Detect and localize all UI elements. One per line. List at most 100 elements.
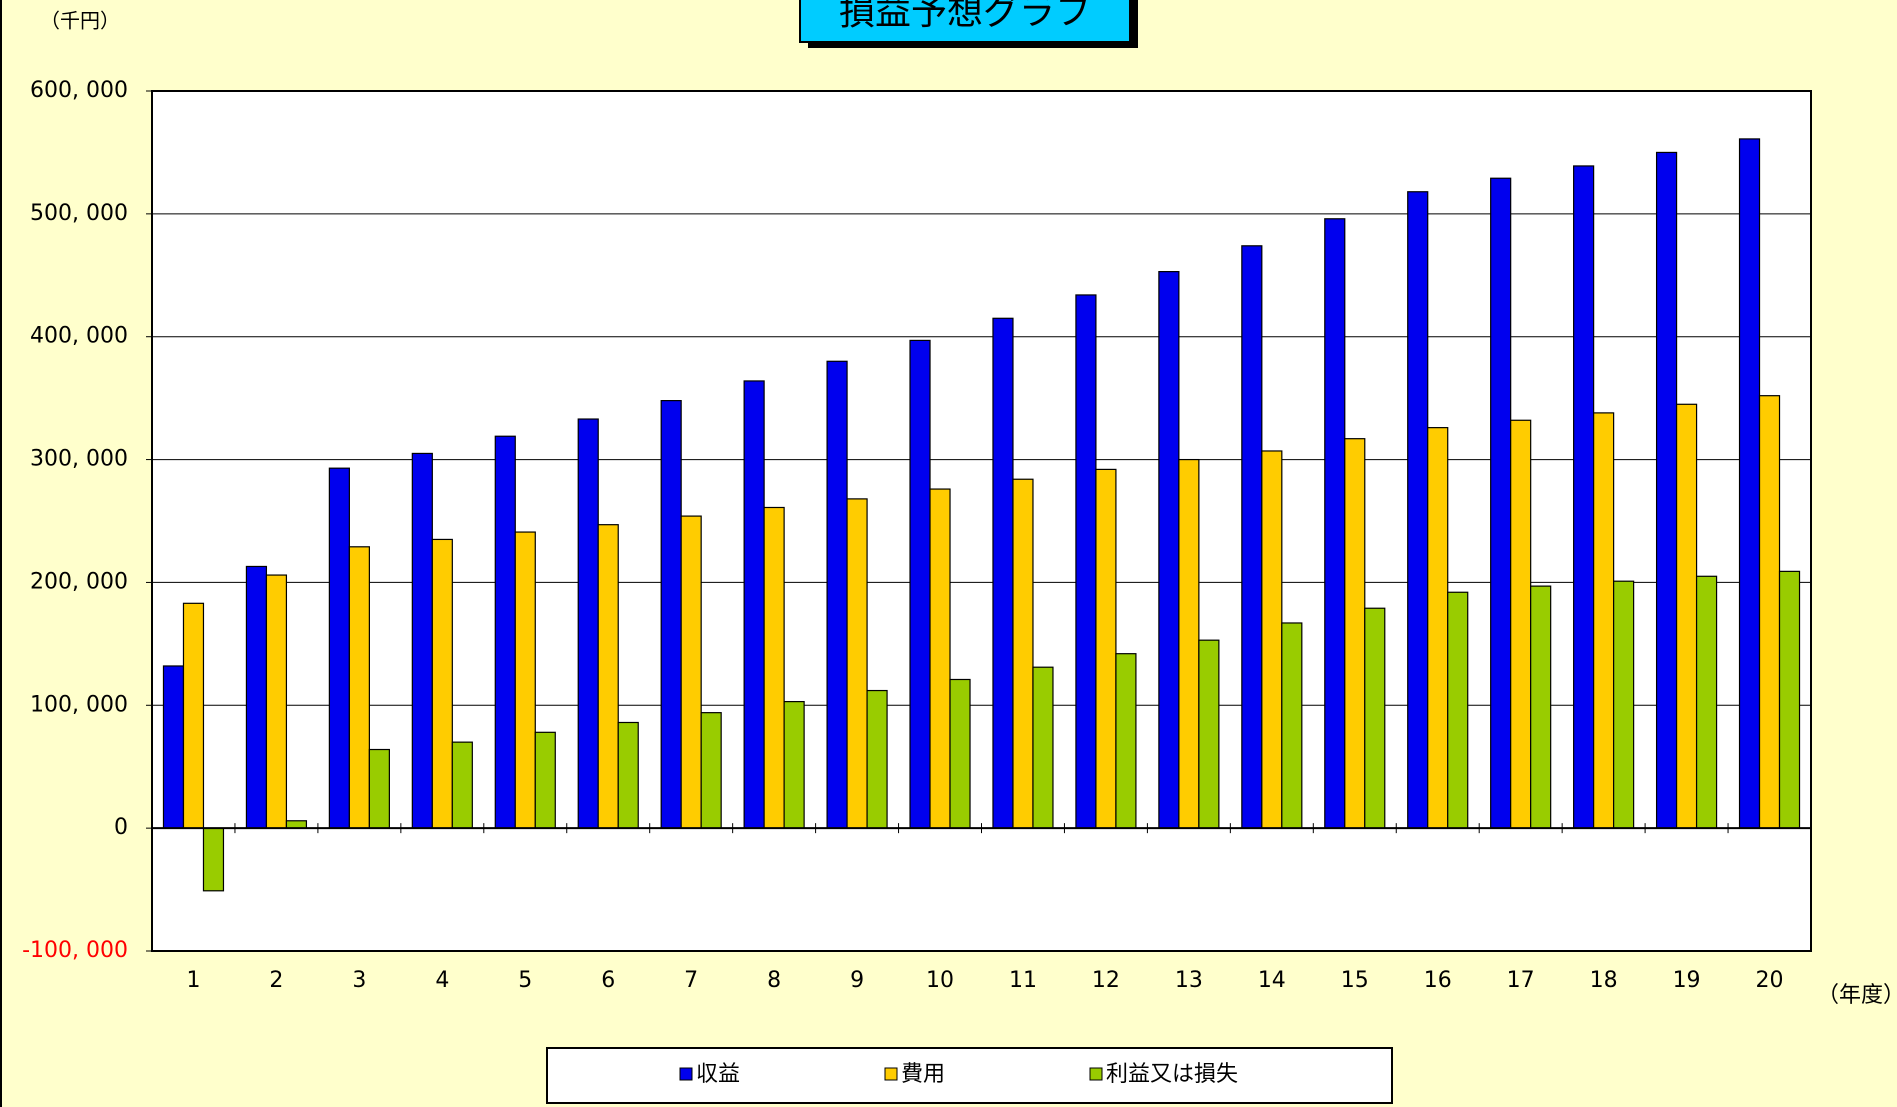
bar bbox=[783, 700, 805, 829]
x-tick-label: 12 bbox=[1092, 968, 1120, 993]
bar bbox=[1695, 575, 1718, 829]
bar bbox=[909, 339, 931, 829]
x-tick-label: 9 bbox=[850, 968, 864, 993]
chart-title: 損益予想グラフ bbox=[839, 0, 1091, 33]
y-tick-label: 300, 000 bbox=[30, 447, 128, 472]
bar bbox=[1178, 458, 1200, 829]
bar bbox=[1075, 294, 1097, 829]
bar bbox=[1427, 427, 1449, 829]
x-tick-label: 2 bbox=[269, 968, 283, 993]
bar bbox=[1655, 151, 1678, 829]
bar bbox=[763, 506, 785, 829]
x-tick-label: 8 bbox=[767, 968, 781, 993]
bar bbox=[514, 531, 536, 829]
bar bbox=[866, 689, 888, 829]
x-tick-label: 17 bbox=[1507, 968, 1535, 993]
bar bbox=[1241, 245, 1263, 829]
x-tick-label: 18 bbox=[1590, 968, 1618, 993]
x-unit-label: （年度） bbox=[1817, 983, 1897, 1008]
bar bbox=[846, 498, 868, 829]
x-tick-label: 14 bbox=[1258, 968, 1286, 993]
x-tick-label: 3 bbox=[352, 968, 366, 993]
bar bbox=[431, 538, 453, 829]
bar bbox=[162, 665, 185, 829]
bar bbox=[1158, 271, 1180, 829]
bar bbox=[700, 712, 722, 829]
y-tick-label: 600, 000 bbox=[30, 78, 128, 103]
legend-swatch bbox=[884, 1067, 898, 1081]
bar bbox=[1324, 218, 1346, 829]
bar bbox=[245, 565, 268, 829]
bar bbox=[1364, 607, 1386, 829]
bar bbox=[411, 452, 433, 829]
bar bbox=[597, 524, 619, 829]
y-tick-label: 200, 000 bbox=[30, 569, 128, 594]
x-tick-label: 20 bbox=[1756, 968, 1784, 993]
x-tick-label: 7 bbox=[684, 968, 698, 993]
bar bbox=[1530, 585, 1552, 829]
x-tick-label: 5 bbox=[518, 968, 532, 993]
bar bbox=[494, 435, 516, 829]
bar bbox=[992, 317, 1014, 829]
legend-swatch bbox=[679, 1067, 693, 1081]
legend-label: 利益又は損失 bbox=[1106, 1062, 1238, 1087]
bar bbox=[202, 827, 225, 892]
y-tick-label: 400, 000 bbox=[30, 324, 128, 349]
bar bbox=[285, 820, 308, 829]
bar bbox=[1407, 191, 1429, 829]
bar bbox=[1675, 403, 1698, 829]
y-unit-label: （千円） bbox=[40, 9, 120, 33]
bar bbox=[1593, 412, 1615, 829]
title-box bbox=[799, 0, 1131, 43]
legend-box bbox=[546, 1047, 1393, 1104]
bar bbox=[1613, 580, 1635, 829]
bar bbox=[1281, 622, 1303, 829]
y-tick-label: -100, 000 bbox=[22, 938, 128, 963]
bar bbox=[348, 546, 370, 829]
bar bbox=[1115, 653, 1137, 829]
bar bbox=[680, 515, 702, 829]
bar bbox=[1490, 177, 1512, 829]
bar bbox=[743, 380, 765, 829]
legend-label: 収益 bbox=[696, 1062, 740, 1087]
bar bbox=[949, 678, 971, 829]
bar bbox=[1095, 468, 1117, 829]
x-tick-label: 11 bbox=[1009, 968, 1037, 993]
x-tick-label: 13 bbox=[1175, 968, 1203, 993]
bar bbox=[534, 731, 556, 829]
x-tick-label: 6 bbox=[601, 968, 615, 993]
x-tick-label: 19 bbox=[1673, 968, 1701, 993]
y-tick-label: 500, 000 bbox=[30, 201, 128, 226]
x-tick-label: 15 bbox=[1341, 968, 1369, 993]
x-tick-label: 1 bbox=[186, 968, 200, 993]
bar bbox=[1012, 478, 1034, 829]
bar bbox=[1510, 419, 1532, 829]
bar bbox=[182, 602, 205, 829]
bar bbox=[328, 467, 350, 829]
x-tick-label: 16 bbox=[1424, 968, 1452, 993]
bar bbox=[1261, 450, 1283, 829]
bar bbox=[1778, 570, 1801, 829]
y-tick-label: 100, 000 bbox=[30, 692, 128, 717]
bar bbox=[617, 721, 639, 829]
bar bbox=[577, 418, 599, 829]
bar bbox=[451, 741, 473, 829]
bar bbox=[1198, 639, 1220, 829]
bar bbox=[368, 748, 390, 829]
legend-swatch bbox=[1089, 1067, 1103, 1081]
bar bbox=[1032, 666, 1054, 829]
plot-area bbox=[151, 90, 1812, 952]
legend-label: 費用 bbox=[901, 1062, 945, 1087]
bar bbox=[265, 574, 288, 829]
bar bbox=[660, 400, 682, 829]
y-tick-label: 0 bbox=[114, 815, 128, 840]
bar bbox=[826, 360, 848, 829]
bar bbox=[1447, 591, 1469, 829]
bar bbox=[1344, 438, 1366, 829]
bar bbox=[1758, 395, 1781, 829]
x-tick-label: 4 bbox=[435, 968, 449, 993]
bar bbox=[1738, 138, 1761, 829]
x-tick-label: 10 bbox=[926, 968, 954, 993]
bar bbox=[1573, 165, 1595, 829]
